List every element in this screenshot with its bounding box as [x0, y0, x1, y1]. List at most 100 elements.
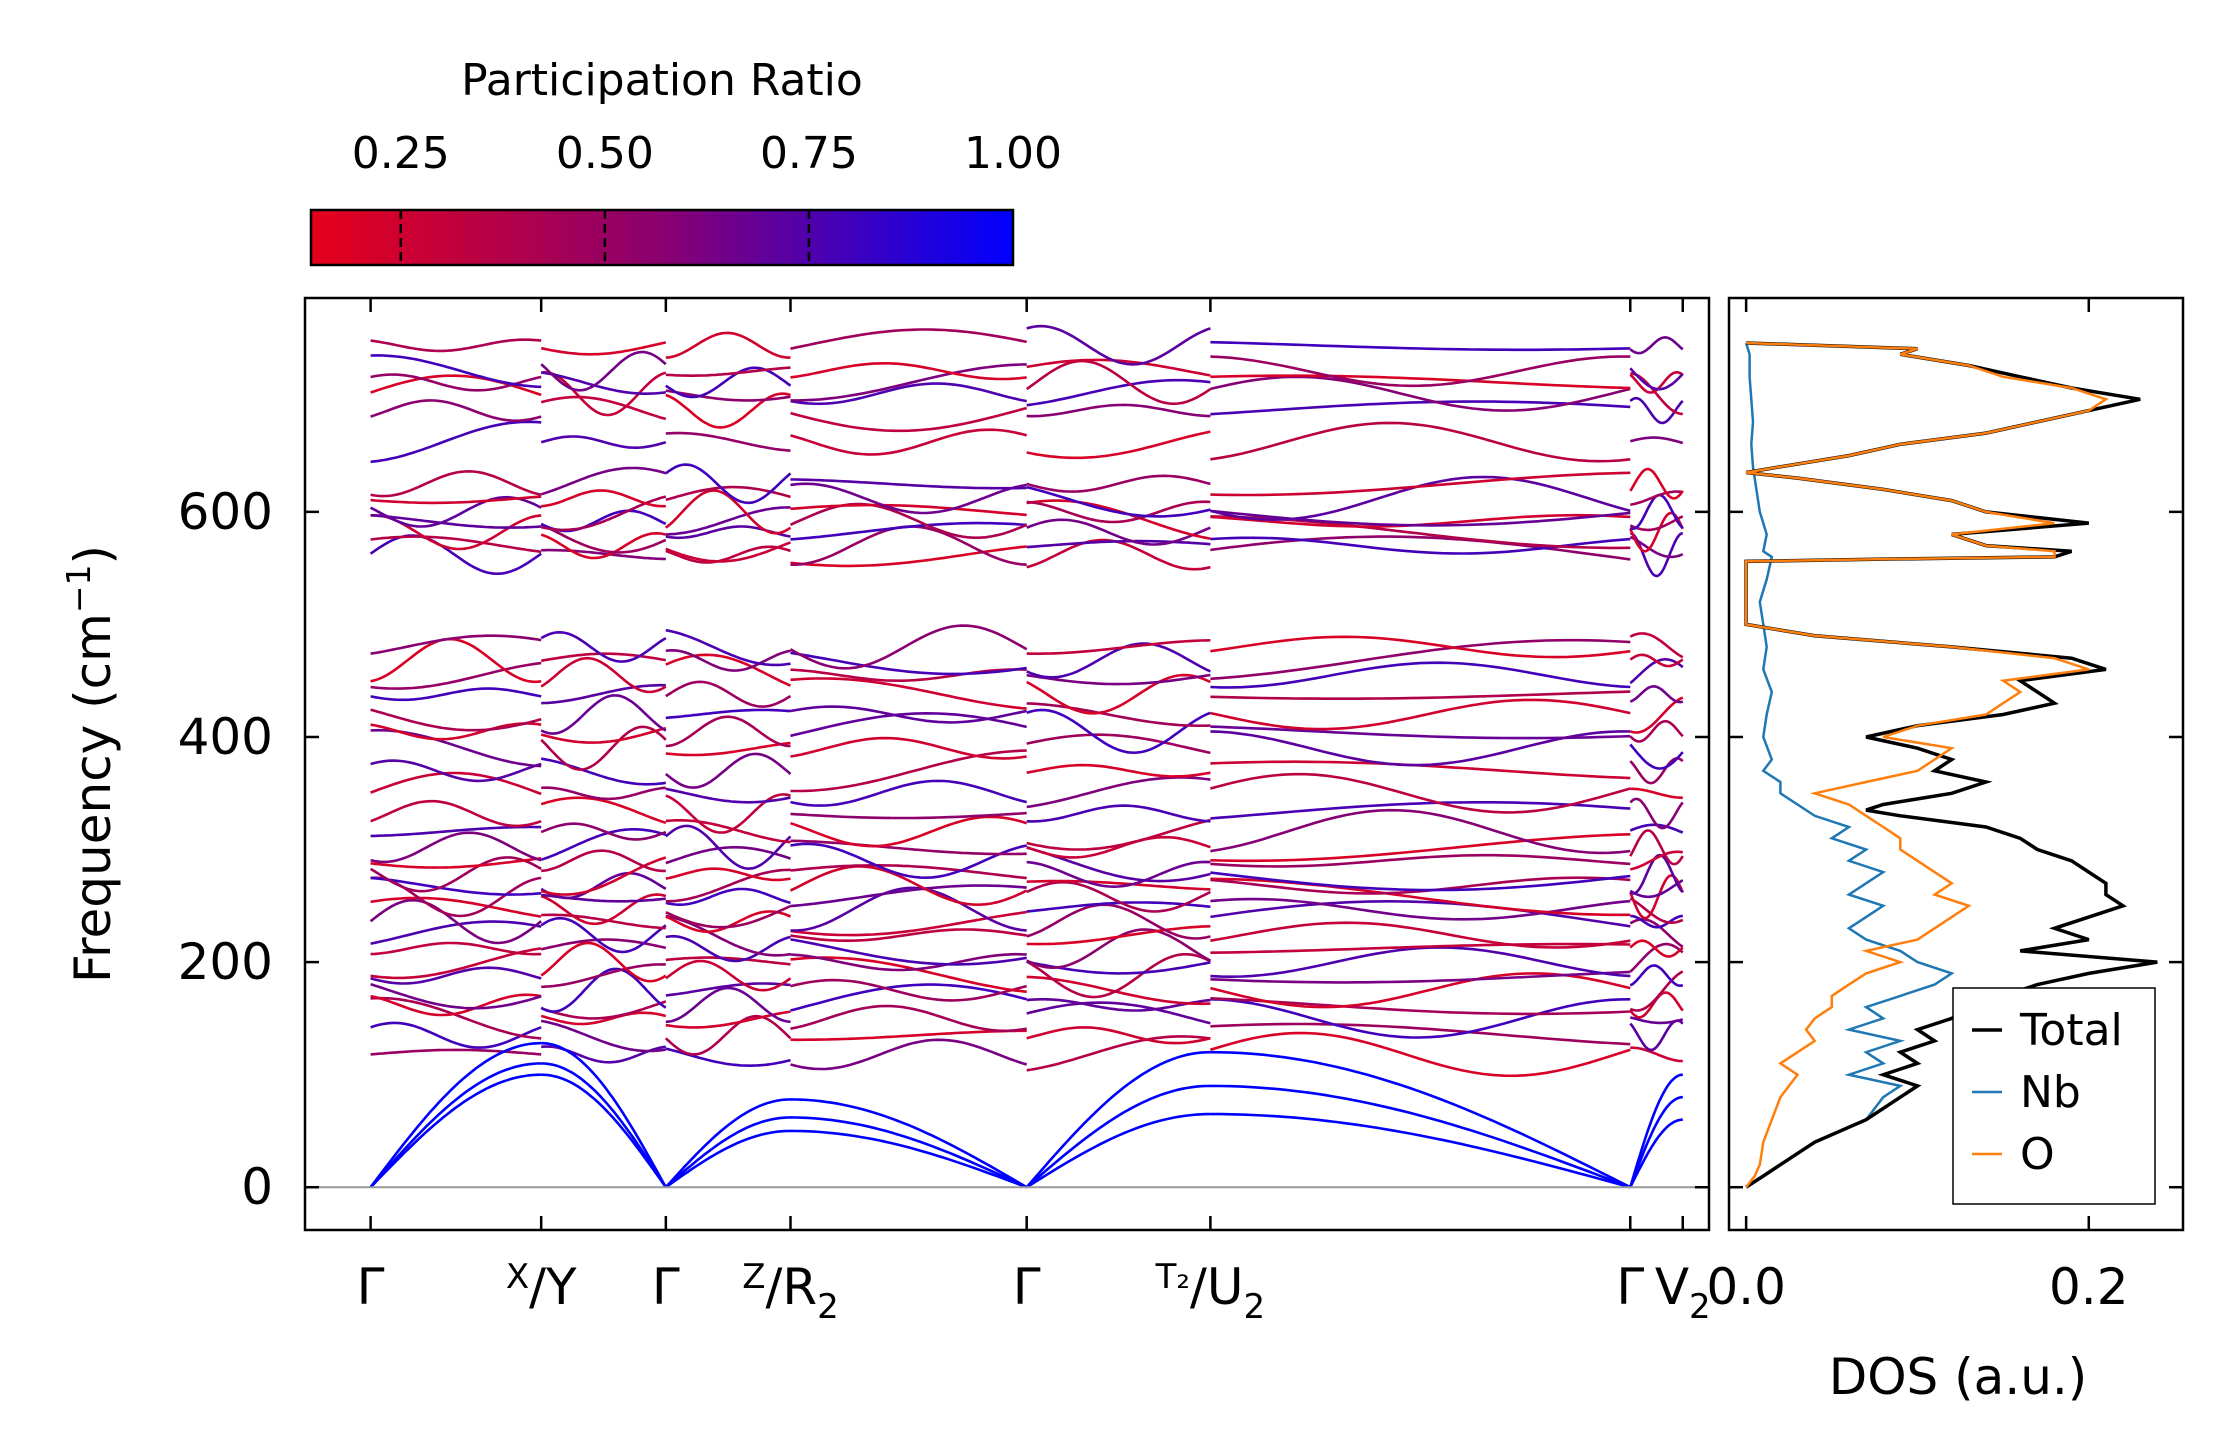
phonon-band: [1026, 673, 1211, 715]
phonon-band: [540, 694, 667, 735]
phonon-band: [1026, 702, 1211, 727]
phonon-band: [540, 531, 667, 560]
phonon-band: [1210, 997, 1631, 1016]
phonon-band: [790, 938, 1027, 966]
k-point-label-sub: 2: [1689, 1287, 1711, 1327]
phonon-band: [1629, 535, 1684, 559]
phonon-band: [540, 350, 667, 392]
phonon-band: [540, 341, 667, 356]
phonon-band: [541, 963, 666, 989]
phonon-band: [1210, 698, 1631, 731]
phonon-band: [665, 545, 791, 564]
phonon-band: [1210, 475, 1631, 522]
phonon-band: [789, 502, 1028, 539]
dos-series-nb: [1744, 342, 1955, 1189]
phonon-band: [370, 513, 542, 529]
phonon-band: [370, 399, 542, 423]
band-y-ticks: 0 200 400 600: [178, 483, 1709, 1216]
band-lines: [369, 324, 1684, 1189]
phonon-band: [790, 839, 1027, 856]
phonon-band: [540, 828, 667, 862]
phonon-band: [665, 793, 791, 834]
phonon-band: [665, 463, 792, 505]
phonon-band: [1026, 879, 1211, 891]
acoustic-band: [541, 1073, 667, 1188]
phonon-band: [540, 871, 667, 900]
k-point-label-sub: 2: [817, 1287, 839, 1327]
phonon-band: [1210, 635, 1631, 659]
phonon-band: [1210, 876, 1631, 895]
phonon-band: [370, 1048, 542, 1056]
acoustic-band: [664, 1116, 791, 1189]
phonon-band: [1026, 500, 1211, 524]
phonon-band: [790, 428, 1028, 456]
phonon-band: [370, 982, 542, 1010]
phonon-band: [370, 941, 542, 956]
phonon-band: [790, 884, 1027, 908]
phonon-band: [1210, 998, 1631, 1039]
acoustic-band: [1629, 1118, 1683, 1188]
phonon-band: [370, 634, 542, 655]
phonon-band: [1210, 400, 1631, 416]
phonon-band: [790, 811, 1027, 820]
phonon-band: [370, 993, 542, 1017]
phonon-band: [1210, 535, 1631, 561]
legend-label: Total: [2019, 1005, 2123, 1056]
phonon-band: [1210, 853, 1631, 868]
k-point-label-main: Γ: [1013, 1258, 1041, 1316]
k-point-label-pre: T₂: [1155, 1257, 1190, 1297]
phonon-band: [1210, 355, 1631, 388]
phonon-band: [369, 856, 542, 893]
colorbar-tick-label: 0.50: [556, 128, 654, 179]
phonon-band: [790, 983, 1028, 1012]
phonon-band: [1630, 787, 1683, 800]
phonon-band: [790, 382, 1027, 406]
phonon-band: [1630, 914, 1683, 929]
phonon-band: [1026, 1001, 1211, 1025]
phonon-band: [1629, 942, 1684, 973]
phonon-band: [370, 354, 542, 389]
dos-series-o: [1744, 341, 2109, 1188]
phonon-band: [1026, 1026, 1211, 1045]
acoustic-band: [664, 1098, 791, 1189]
phonon-band: [540, 1000, 667, 1020]
phonon-band: [1210, 1022, 1631, 1046]
phonon-band: [790, 886, 1027, 932]
phonon-band: [789, 865, 1028, 907]
acoustic-band: [1025, 1084, 1211, 1189]
phonon-band: [1210, 921, 1631, 949]
phonon-band: [790, 363, 1027, 402]
y-axis-label-base: Frequency (cm: [64, 613, 122, 983]
phonon-band: [540, 725, 667, 771]
phonon-band: [790, 361, 1027, 381]
phonon-band: [1026, 776, 1211, 809]
phonon-band: [665, 982, 791, 997]
colorbar-gradient: [309, 208, 1015, 267]
phonon-band: [665, 541, 791, 563]
phonon-band: [665, 904, 792, 929]
phonon-band: [1629, 879, 1684, 899]
phonon-band: [1629, 696, 1684, 734]
phonon-band: [1210, 690, 1631, 700]
acoustic-band: [1210, 1112, 1631, 1189]
colorbar: Participation Ratio 0.25 0.50 0.75 1.00: [309, 55, 1062, 267]
phonon-band: [1026, 928, 1212, 970]
k-point-label-pre: X: [506, 1257, 529, 1297]
phonon-band: [1210, 509, 1631, 527]
phonon-band: [370, 966, 542, 985]
phonon-band: [790, 864, 1027, 880]
phonon-band: [370, 857, 542, 869]
phonon-band: [370, 947, 542, 980]
k-point-label-sub: 2: [1243, 1287, 1265, 1327]
k-point-label: X/Y: [506, 1257, 577, 1316]
phonon-band: [665, 868, 791, 903]
phonon-band: [790, 842, 1027, 880]
k-point-label: Γ: [1616, 1258, 1644, 1316]
phonon-band: [790, 956, 1027, 994]
phonon-band: [540, 856, 667, 896]
phonon-band: [541, 489, 666, 508]
phonon-band: [1630, 490, 1683, 506]
legend-box: [1952, 987, 2156, 1205]
y-tick-label: 400: [178, 708, 273, 766]
phonon-band: [1026, 733, 1211, 755]
